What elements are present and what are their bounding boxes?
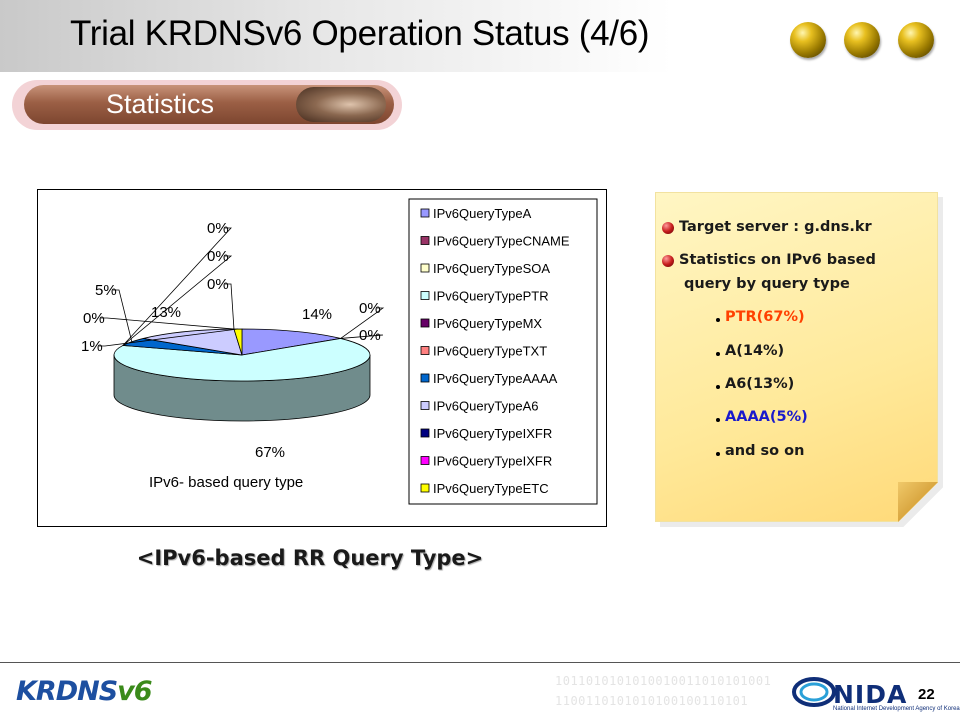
legend-swatch [420, 483, 430, 493]
footer-divider [0, 662, 960, 663]
legend-label: IPv6QueryTypeIXFR [433, 426, 552, 441]
note-item-target: Target server : g.dns.kr [679, 219, 872, 235]
pie-chart: 14% 0% 0% 67% 0% 0% 5% 13% 0% 0% 1% IPv6- based qu… [81, 198, 598, 505]
legend-label: IPv6QueryTypeAAAA [433, 371, 558, 386]
krdns-logo: KRDNSv6 [16, 676, 153, 707]
note-subitem-etc: and so on [725, 443, 805, 459]
pie-slice [241, 328, 341, 356]
pie-leader-line [122, 255, 233, 346]
red-bullet-icon [662, 222, 674, 234]
legend-label: IPv6QueryTypePTR [433, 289, 549, 304]
pie-slice-label: 0% [83, 310, 105, 327]
binary-decoration: 1011010101010010011010101001 [555, 674, 772, 688]
pie-slice-label: 0% [359, 327, 381, 344]
pie-slice-label: 0% [207, 248, 229, 265]
legend-label: IPv6QueryTypeMX [433, 316, 542, 331]
legend-label: IPv6QueryTypeA [433, 206, 532, 221]
documents-photo-icon [296, 87, 386, 122]
pie-slice [113, 338, 371, 382]
gold-ball-icon [844, 22, 880, 58]
sub-bullet-icon [716, 385, 720, 389]
legend-swatch [420, 208, 430, 218]
nida-subtitle: National Internet Development Agency of … [833, 706, 960, 712]
legend-label: IPv6QueryTypeSOA [433, 261, 550, 276]
legend-swatch [420, 318, 430, 328]
section-pill [24, 85, 394, 124]
legend-swatch [420, 401, 430, 410]
binary-decoration: 1100110101010100100110101 [555, 694, 749, 708]
page-number: 22 [918, 686, 935, 703]
pie-slice-label: 0% [207, 276, 229, 293]
legend-swatch [420, 456, 430, 465]
slide-title: Trial KRDNSv6 Operation Status (4/6) [70, 14, 650, 53]
note-item-statistics: Statistics on IPv6 based [679, 252, 876, 268]
pie-slice-label: 14% [302, 306, 332, 323]
pie-leader-line [225, 283, 235, 330]
chart-caption: <IPv6-based RR Query Type> [136, 546, 484, 570]
pie-slice-label: 5% [95, 282, 117, 299]
sub-bullet-icon [716, 418, 720, 422]
nida-swoosh-icon [792, 677, 836, 707]
pie-leader-line [99, 328, 239, 347]
legend-swatch [420, 263, 430, 273]
note-fold [898, 482, 938, 522]
section-label: Statistics [106, 89, 215, 119]
pie-leader-line [101, 317, 234, 330]
sub-bullet-icon [716, 352, 720, 356]
pie-slice [143, 328, 243, 356]
nida-logo: NIDA [833, 680, 908, 709]
legend-label: IPv6QueryTypeA6 [433, 399, 539, 414]
pie-slice-label: 67% [255, 444, 285, 461]
pie-leader-line [122, 227, 232, 346]
sticky-note [655, 192, 938, 522]
note-subitem-aaaa: AAAA(5%) [725, 409, 808, 425]
legend-label: IPv6QueryTypeETC [433, 481, 549, 496]
legend-swatch [420, 236, 430, 245]
pie-slice-label: 1% [81, 338, 103, 355]
sub-bullet-icon [716, 318, 720, 322]
chart-legend [408, 198, 598, 505]
legend-label: IPv6QueryTypeTXT [433, 344, 547, 359]
note-subitem-ptr: PTR(67%) [725, 309, 805, 325]
chart-title: IPv6- based query type [149, 474, 303, 491]
krdns-logo-version: v6 [117, 676, 152, 707]
note-subitem-a: A(14%) [725, 343, 785, 359]
legend-swatch [420, 346, 430, 355]
note-subitem-a6: A6(13%) [725, 376, 795, 392]
pie-leader-line [340, 334, 384, 339]
gold-ball-icon [790, 22, 826, 58]
pie-leader-line [340, 307, 385, 339]
legend-swatch [420, 291, 430, 300]
pie-slice-label: 0% [207, 220, 229, 237]
pie-slice-label: 0% [359, 300, 381, 317]
legend-label: IPv6QueryTypeIXFR [433, 454, 552, 469]
pie-leader-line [113, 289, 133, 342]
gold-ball-icon [898, 22, 934, 58]
legend-swatch [420, 373, 430, 383]
legend-swatch [420, 428, 430, 438]
legend-label: IPv6QueryTypeCNAME [433, 234, 570, 249]
pie-slice-label: 13% [151, 304, 181, 321]
krdns-logo-text: KRDNS [16, 676, 118, 707]
sub-bullet-icon [716, 452, 720, 456]
red-bullet-icon [662, 255, 674, 267]
note-item-statistics-cont: query by query type [684, 276, 850, 292]
